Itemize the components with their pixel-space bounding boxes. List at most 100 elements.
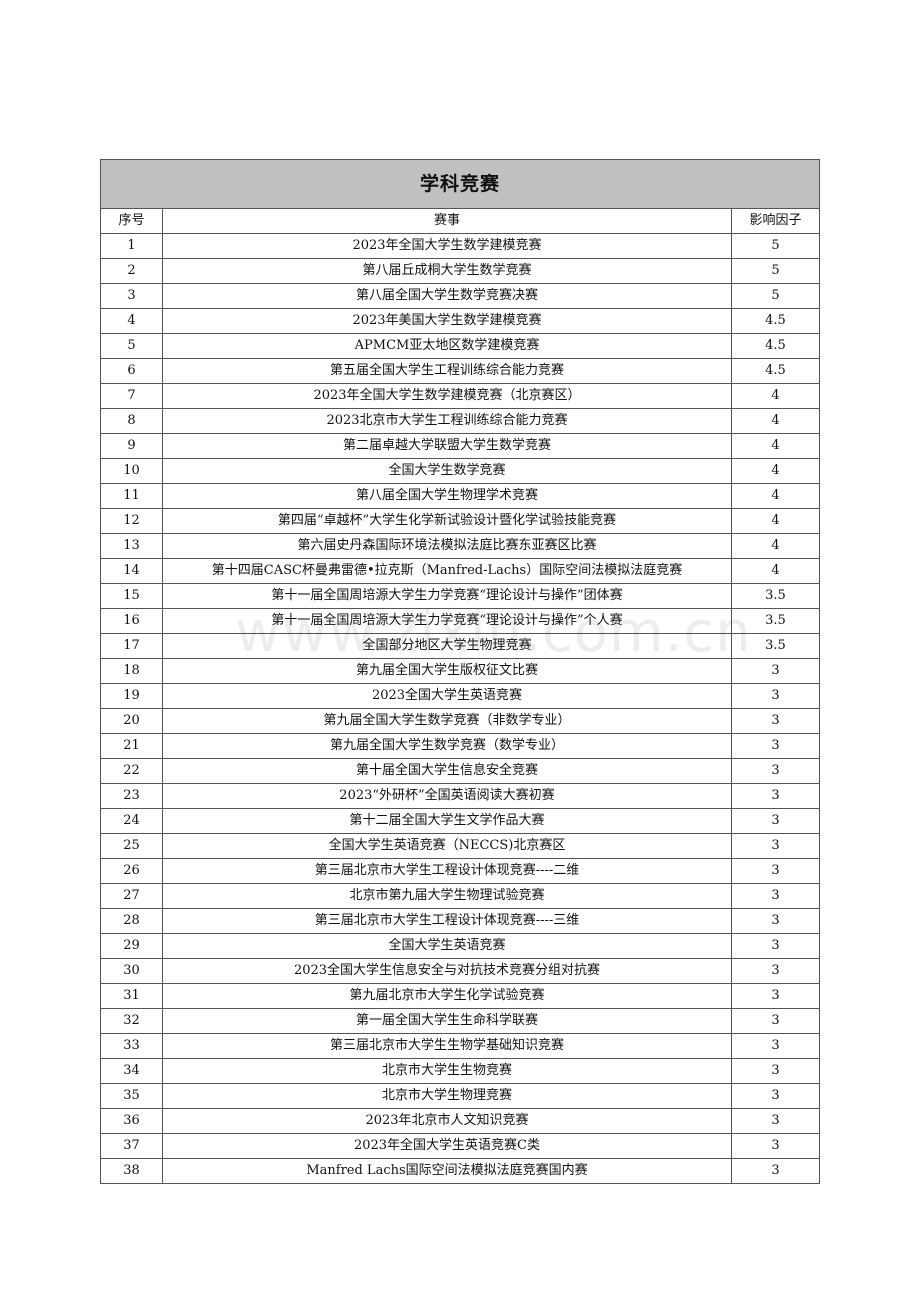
table-row: 35 北京市大学生物理竞赛 3	[100, 1083, 821, 1109]
table-row: 17 全国部分地区大学生物理竞赛 3.5	[100, 633, 821, 659]
row-index: 33	[100, 1033, 163, 1059]
row-impact-factor: 3	[730, 1083, 821, 1109]
row-impact-factor: 3	[730, 808, 821, 834]
row-index: 3	[100, 283, 163, 309]
table-row: 27 北京市第九届大学生物理试验竞赛 3	[100, 883, 821, 909]
row-impact-factor: 3	[730, 658, 821, 684]
row-index: 34	[100, 1058, 163, 1084]
table-row: 12 第四届“卓越杯”大学生化学新试验设计暨化学试验技能竞赛 4	[100, 508, 821, 534]
row-index: 15	[100, 583, 163, 609]
table-row: 33 第三届北京市大学生生物学基础知识竞赛 3	[100, 1033, 821, 1059]
row-index: 22	[100, 758, 163, 784]
row-index: 6	[100, 358, 163, 384]
row-event: 全国大学生英语竞赛	[162, 933, 732, 959]
table-title: 学科竞赛	[100, 159, 820, 209]
row-index: 14	[100, 558, 163, 584]
competition-table: 学科竞赛 序号 赛事 影响因子 1 2023年全国大学生数学建模竞赛 5 2 第八届丘成…	[100, 159, 821, 1184]
table-row: 15 第十一届全国周培源大学生力学竞赛“理论设计与操作”团体赛 3.5	[100, 583, 821, 609]
row-impact-factor: 4.5	[730, 358, 821, 384]
row-index: 24	[100, 808, 163, 834]
row-impact-factor: 3	[730, 883, 821, 909]
header-impact-factor: 影响因子	[730, 208, 821, 234]
table-row: 16 第十一届全国周培源大学生力学竞赛“理论设计与操作”个人赛 3.5	[100, 608, 821, 634]
row-impact-factor: 5	[730, 258, 821, 284]
row-event: 全国大学生英语竞赛（NECCS)北京赛区	[162, 833, 732, 859]
row-impact-factor: 3	[730, 758, 821, 784]
row-index: 25	[100, 833, 163, 859]
table-row: 22 第十届全国大学生信息安全竞赛 3	[100, 758, 821, 784]
row-event: 第四届“卓越杯”大学生化学新试验设计暨化学试验技能竞赛	[162, 508, 732, 534]
row-event: 第三届北京市大学生工程设计体现竞赛----二维	[162, 858, 732, 884]
row-event: 2023年全国大学生数学建模竞赛（北京赛区）	[162, 383, 732, 409]
row-index: 5	[100, 333, 163, 359]
row-index: 7	[100, 383, 163, 409]
row-impact-factor: 4.5	[730, 333, 821, 359]
table-row: 5 APMCM亚太地区数学建模竞赛 4.5	[100, 333, 821, 359]
row-index: 31	[100, 983, 163, 1009]
table-row: 10 全国大学生数学竞赛 4	[100, 458, 821, 484]
row-event: 第九届全国大学生版权征文比赛	[162, 658, 732, 684]
table-row: 34 北京市大学生生物竞赛 3	[100, 1058, 821, 1084]
table-body: 1 2023年全国大学生数学建模竞赛 5 2 第八届丘成桐大学生数学竞赛 5 3 第八届全国大…	[100, 233, 821, 1184]
table-row: 31 第九届北京市大学生化学试验竞赛 3	[100, 983, 821, 1009]
row-index: 29	[100, 933, 163, 959]
row-index: 2	[100, 258, 163, 284]
row-event: 北京市大学生生物竞赛	[162, 1058, 732, 1084]
header-index: 序号	[100, 208, 163, 234]
row-impact-factor: 5	[730, 233, 821, 259]
row-index: 19	[100, 683, 163, 709]
table-row: 8 2023北京市大学生工程训练综合能力竞赛 4	[100, 408, 821, 434]
table-row: 21 第九届全国大学生数学竞赛（数学专业） 3	[100, 733, 821, 759]
table-row: 30 2023全国大学生信息安全与对抗技术竞赛分组对抗赛 3	[100, 958, 821, 984]
row-event: 北京市第九届大学生物理试验竞赛	[162, 883, 732, 909]
row-index: 8	[100, 408, 163, 434]
row-impact-factor: 3	[730, 983, 821, 1009]
row-impact-factor: 3	[730, 858, 821, 884]
row-index: 4	[100, 308, 163, 334]
row-index: 9	[100, 433, 163, 459]
row-index: 1	[100, 233, 163, 259]
table-row: 4 2023年美国大学生数学建模竞赛 4.5	[100, 308, 821, 334]
row-event: 2023全国大学生信息安全与对抗技术竞赛分组对抗赛	[162, 958, 732, 984]
row-event: 第三届北京市大学生工程设计体现竞赛----三维	[162, 908, 732, 934]
row-event: 第九届北京市大学生化学试验竞赛	[162, 983, 732, 1009]
row-event: 第八届丘成桐大学生数学竞赛	[162, 258, 732, 284]
table-row: 36 2023年北京市人文知识竞赛 3	[100, 1108, 821, 1134]
row-event: 北京市大学生物理竞赛	[162, 1083, 732, 1109]
row-index: 20	[100, 708, 163, 734]
table-row: 23 2023“外研杯”全国英语阅读大赛初赛 3	[100, 783, 821, 809]
row-index: 32	[100, 1008, 163, 1034]
row-impact-factor: 3.5	[730, 633, 821, 659]
row-impact-factor: 3	[730, 733, 821, 759]
row-event: 第八届全国大学生物理学术竞赛	[162, 483, 732, 509]
row-event: 全国部分地区大学生物理竞赛	[162, 633, 732, 659]
row-impact-factor: 3	[730, 683, 821, 709]
row-index: 37	[100, 1133, 163, 1159]
row-event: 2023年北京市人文知识竞赛	[162, 1108, 732, 1134]
row-impact-factor: 4	[730, 458, 821, 484]
row-impact-factor: 5	[730, 283, 821, 309]
table-row: 24 第十二届全国大学生文学作品大赛 3	[100, 808, 821, 834]
row-event: 第二届卓越大学联盟大学生数学竞赛	[162, 433, 732, 459]
row-impact-factor: 3	[730, 708, 821, 734]
row-impact-factor: 4.5	[730, 308, 821, 334]
row-event: 第三届北京市大学生生物学基础知识竞赛	[162, 1033, 732, 1059]
header-row: 序号 赛事 影响因子	[100, 208, 821, 234]
row-impact-factor: 3	[730, 1033, 821, 1059]
row-index: 11	[100, 483, 163, 509]
row-index: 17	[100, 633, 163, 659]
row-index: 18	[100, 658, 163, 684]
table-row: 37 2023年全国大学生英语竞赛C类 3	[100, 1133, 821, 1159]
table-row: 38 Manfred Lachs国际空间法模拟法庭竞赛国内赛 3	[100, 1158, 821, 1184]
row-index: 35	[100, 1083, 163, 1109]
table-row: 13 第六届史丹森国际环境法模拟法庭比赛东亚赛区比赛 4	[100, 533, 821, 559]
row-impact-factor: 3	[730, 958, 821, 984]
row-index: 23	[100, 783, 163, 809]
row-impact-factor: 3	[730, 908, 821, 934]
row-index: 13	[100, 533, 163, 559]
row-event: 第九届全国大学生数学竞赛（非数学专业）	[162, 708, 732, 734]
row-event: 第十二届全国大学生文学作品大赛	[162, 808, 732, 834]
row-impact-factor: 4	[730, 433, 821, 459]
row-event: 第一届全国大学生生命科学联赛	[162, 1008, 732, 1034]
row-event: Manfred Lachs国际空间法模拟法庭竞赛国内赛	[162, 1158, 732, 1184]
